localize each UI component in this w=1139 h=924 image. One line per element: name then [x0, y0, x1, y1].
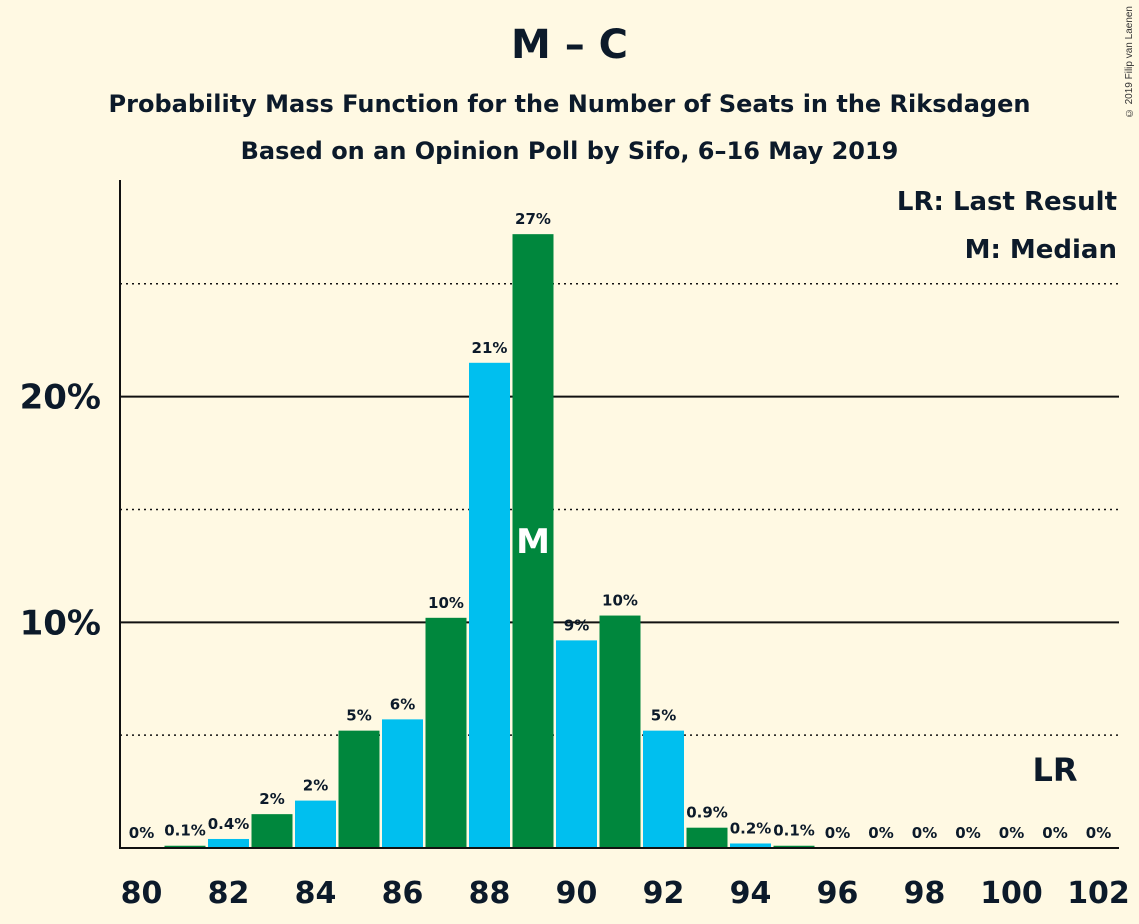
- bar-seat-90: [556, 640, 597, 848]
- bar-seat-94: [730, 843, 771, 848]
- bar-label-90: 9%: [564, 616, 589, 634]
- bar-label-89: 27%: [515, 210, 551, 228]
- bar-label-97: 0%: [868, 824, 893, 842]
- median-marker: M: [516, 522, 550, 562]
- bar-seat-91: [599, 615, 641, 848]
- bar-label-81: 0.1%: [164, 822, 206, 840]
- bar-label-88: 21%: [472, 339, 508, 357]
- bar-label-84: 2%: [303, 777, 328, 795]
- bar-label-80: 0%: [129, 824, 154, 842]
- bar-label-98: 0%: [912, 824, 937, 842]
- x-tick-labels: 80 82 84 86 88 90 92 94 96 98 100 102: [121, 876, 1130, 911]
- x-tick-label: 86: [382, 876, 424, 911]
- axes: [119, 180, 1119, 849]
- bar-label-86: 6%: [390, 695, 415, 713]
- x-tick-label: 102: [1067, 876, 1130, 911]
- bar-seat-92: [643, 730, 684, 848]
- bar-label-83: 2%: [259, 790, 284, 808]
- legend: LR: Last Result M: Median: [897, 187, 1117, 265]
- bar-seat-86: [382, 719, 423, 848]
- bar-seat-82: [208, 838, 249, 848]
- bar-label-101: 0%: [1042, 824, 1067, 842]
- chart-subtitle-poll: Based on an Opinion Poll by Sifo, 6–16 M…: [240, 137, 899, 165]
- bar-label-91: 10%: [602, 592, 638, 610]
- x-tick-label: 100: [980, 876, 1043, 911]
- bar-seat-89: [512, 234, 554, 848]
- bars: [164, 234, 815, 848]
- y-tick-labels: 10% 20%: [20, 378, 101, 644]
- bar-label-100: 0%: [999, 824, 1024, 842]
- bar-label-85: 5%: [346, 707, 371, 725]
- bar-seat-84: [295, 800, 336, 848]
- y-tick-label: 20%: [20, 378, 101, 418]
- bar-seat-81: [164, 845, 206, 848]
- x-tick-label: 94: [730, 876, 772, 911]
- markers: M LR: [516, 522, 1077, 789]
- x-tick-label: 92: [643, 876, 685, 911]
- bar-label-94: 0.2%: [730, 819, 772, 837]
- bar-seat-88: [469, 362, 510, 848]
- bar-seat-85: [338, 730, 380, 848]
- bar-label-92: 5%: [651, 707, 676, 725]
- x-tick-label: 82: [208, 876, 250, 911]
- legend-entry: M: Median: [965, 235, 1117, 265]
- x-tick-label: 88: [469, 876, 511, 911]
- bar-label-87: 10%: [428, 594, 464, 612]
- bar-label-96: 0%: [825, 824, 850, 842]
- x-tick-label: 96: [817, 876, 859, 911]
- x-tick-label: 98: [904, 876, 946, 911]
- bar-label-95: 0.1%: [773, 822, 815, 840]
- bar-seat-87: [425, 617, 467, 848]
- bar-labels: 0% 0.1% 0.4%2%2%5%6%10%21%27%9%10%5%0.9%0.…: [129, 210, 1111, 842]
- bar-label-99: 0%: [955, 824, 980, 842]
- bar-seat-93: [686, 827, 728, 848]
- bar-label-93: 0.9%: [686, 804, 728, 822]
- x-tick-label: 80: [121, 876, 163, 911]
- legend-entry: LR: Last Result: [897, 187, 1117, 217]
- bar-seat-95: [773, 845, 815, 848]
- bar-seat-83: [251, 814, 293, 848]
- x-tick-label: 84: [295, 876, 337, 911]
- chart-title: M – C: [510, 22, 628, 68]
- last-result-marker: LR: [1032, 751, 1077, 789]
- y-tick-label: 10%: [20, 603, 101, 643]
- bar-label-102: 0%: [1086, 824, 1111, 842]
- x-tick-label: 90: [556, 876, 598, 911]
- chart-subtitle: Probability Mass Function for the Number…: [108, 90, 1031, 118]
- bar-label-82: 0.4%: [208, 815, 250, 833]
